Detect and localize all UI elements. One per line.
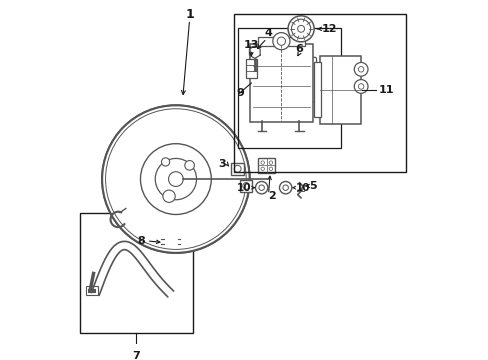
Text: 9: 9: [235, 88, 244, 98]
Bar: [85, 287, 98, 295]
Circle shape: [242, 183, 249, 189]
Circle shape: [102, 105, 249, 253]
Text: 2: 2: [267, 191, 275, 201]
Circle shape: [102, 105, 249, 253]
FancyBboxPatch shape: [249, 44, 312, 122]
Circle shape: [354, 80, 367, 93]
Text: 13: 13: [243, 40, 259, 50]
Circle shape: [269, 161, 272, 164]
Text: 7: 7: [132, 351, 140, 360]
Text: 11: 11: [378, 85, 393, 95]
Circle shape: [277, 37, 285, 45]
Circle shape: [354, 62, 367, 76]
Circle shape: [234, 165, 241, 172]
Circle shape: [161, 158, 169, 166]
Bar: [80, 213, 193, 333]
Circle shape: [297, 26, 304, 32]
Text: 5: 5: [308, 181, 316, 191]
Circle shape: [283, 185, 288, 190]
Bar: [234, 14, 405, 172]
Circle shape: [255, 181, 267, 194]
Circle shape: [184, 161, 194, 170]
Circle shape: [261, 161, 264, 164]
Text: 10: 10: [236, 183, 251, 193]
Circle shape: [358, 84, 363, 89]
Text: 10: 10: [295, 183, 310, 193]
Circle shape: [279, 181, 291, 194]
Bar: [230, 163, 244, 175]
Text: 8: 8: [137, 236, 145, 246]
Bar: [313, 62, 320, 117]
Circle shape: [291, 19, 310, 39]
Bar: [163, 234, 177, 246]
Text: 3: 3: [218, 159, 225, 168]
Circle shape: [358, 67, 363, 72]
Circle shape: [168, 172, 183, 186]
Bar: [258, 37, 304, 46]
Text: 1: 1: [185, 8, 194, 21]
Bar: [246, 59, 256, 78]
Circle shape: [285, 70, 306, 92]
Text: 12: 12: [321, 24, 337, 34]
Circle shape: [269, 167, 272, 171]
Circle shape: [272, 33, 289, 50]
Text: 6: 6: [295, 44, 303, 54]
Circle shape: [258, 185, 264, 190]
Circle shape: [261, 167, 264, 171]
Bar: [240, 180, 252, 192]
Bar: [319, 55, 361, 124]
Text: 4: 4: [264, 28, 272, 38]
FancyBboxPatch shape: [275, 57, 316, 102]
Bar: [258, 158, 275, 173]
Circle shape: [287, 16, 313, 42]
Bar: [237, 28, 340, 148]
Circle shape: [163, 190, 175, 202]
